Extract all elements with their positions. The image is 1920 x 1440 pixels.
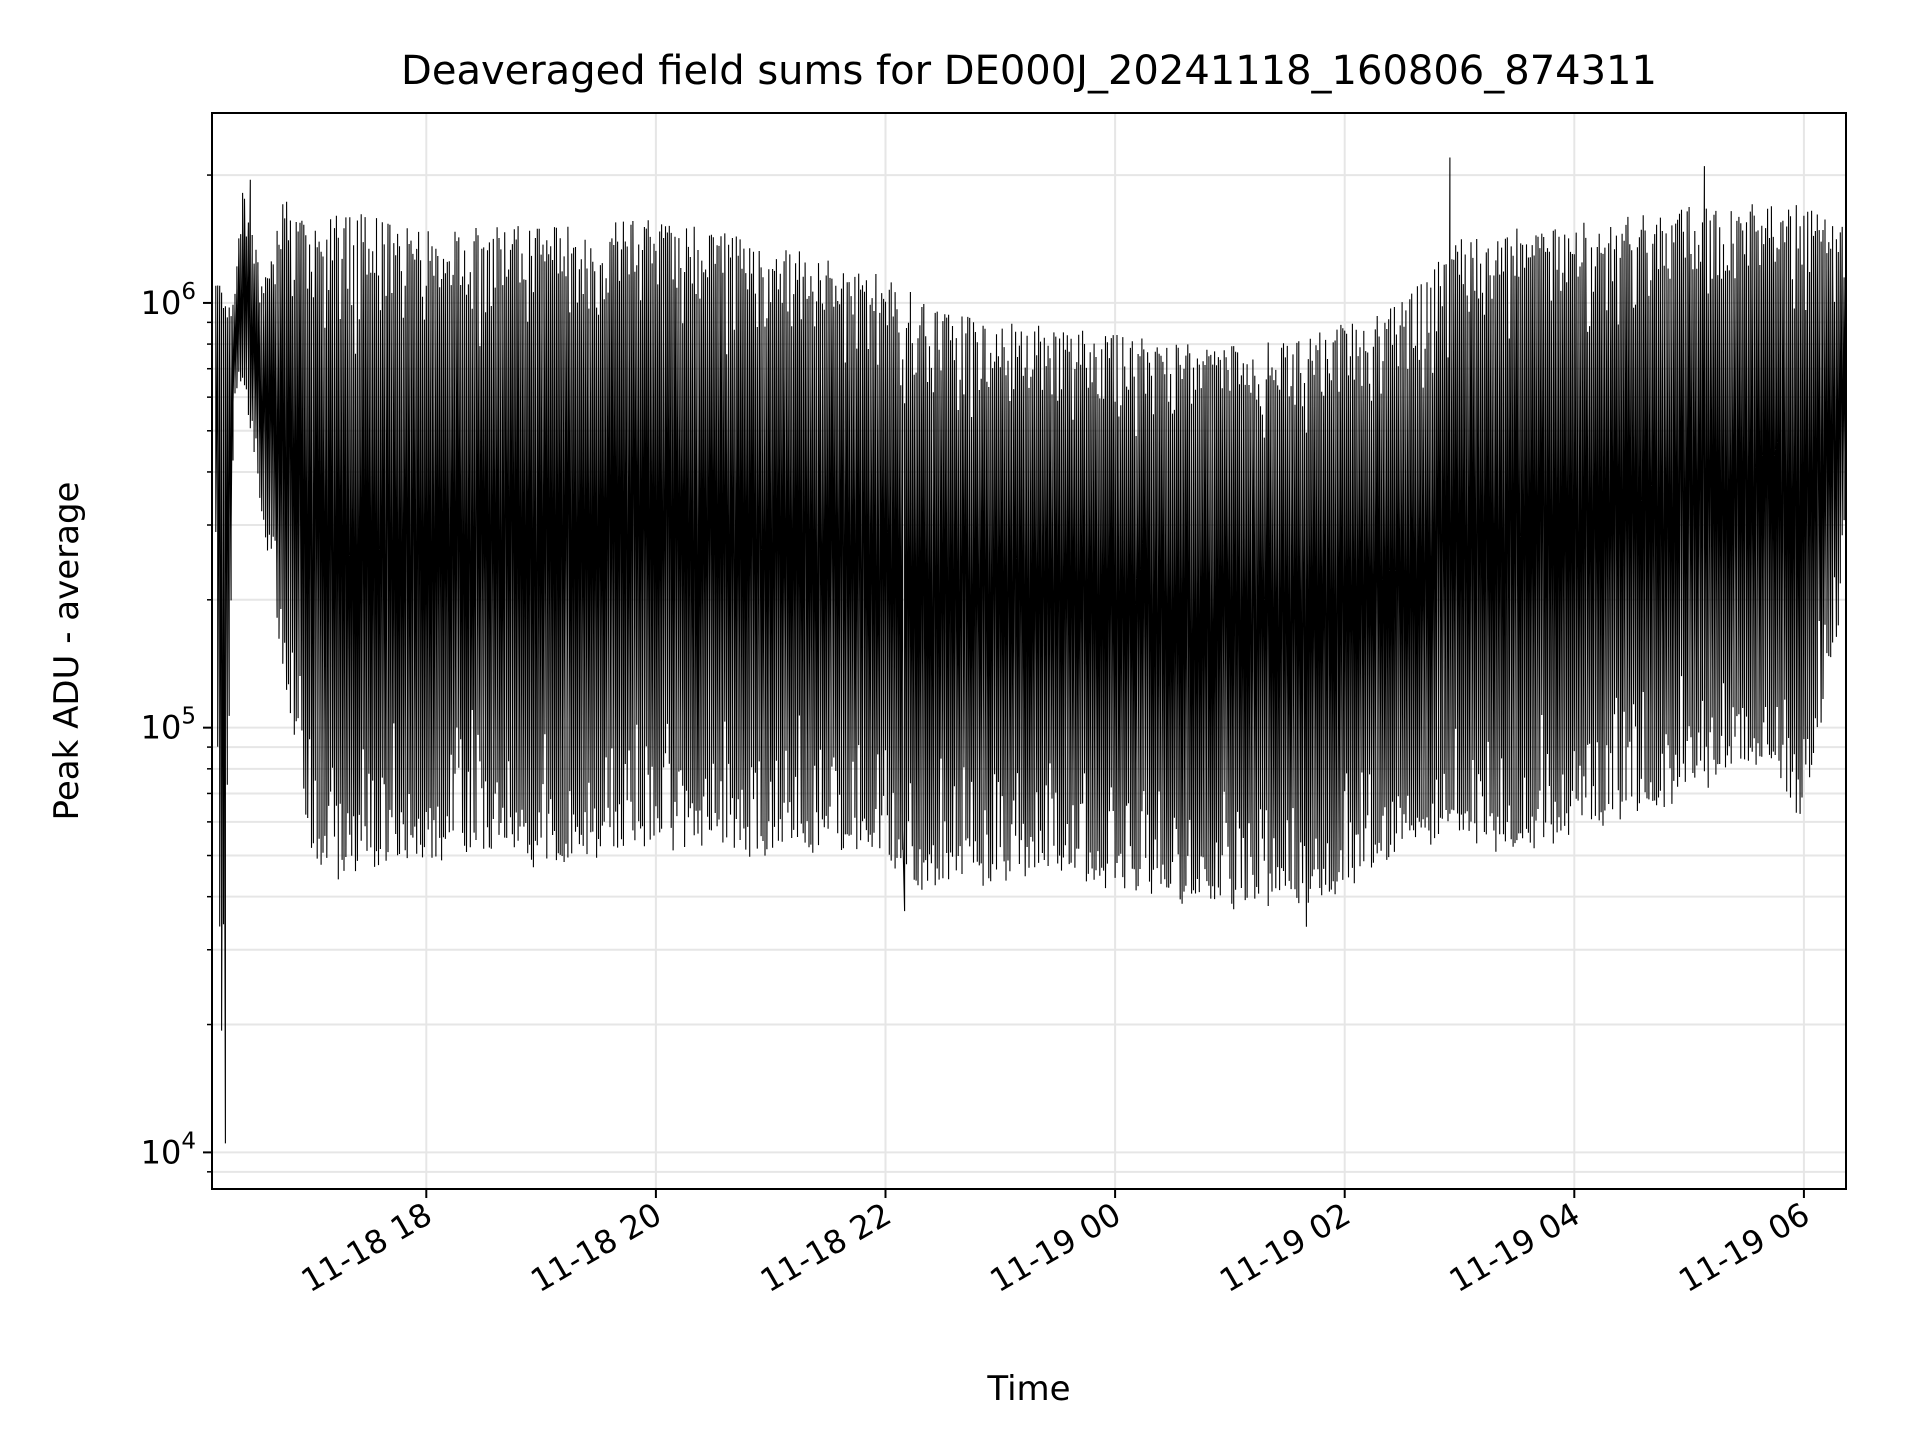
series-line	[215, 157, 1847, 1144]
data-series	[215, 157, 1847, 1144]
y-tick-label: 106	[141, 279, 196, 322]
chart-title: Deaveraged field sums for DE000J_2024111…	[401, 48, 1657, 94]
y-tick-label: 105	[141, 704, 196, 747]
y-axis: 104 105 106	[141, 174, 212, 1173]
y-axis-label: Peak ADU - average	[47, 482, 87, 821]
x-axis-label: Time	[986, 1369, 1070, 1409]
y-tick-label: 104	[141, 1128, 196, 1171]
plot-frame	[211, 112, 1847, 1190]
